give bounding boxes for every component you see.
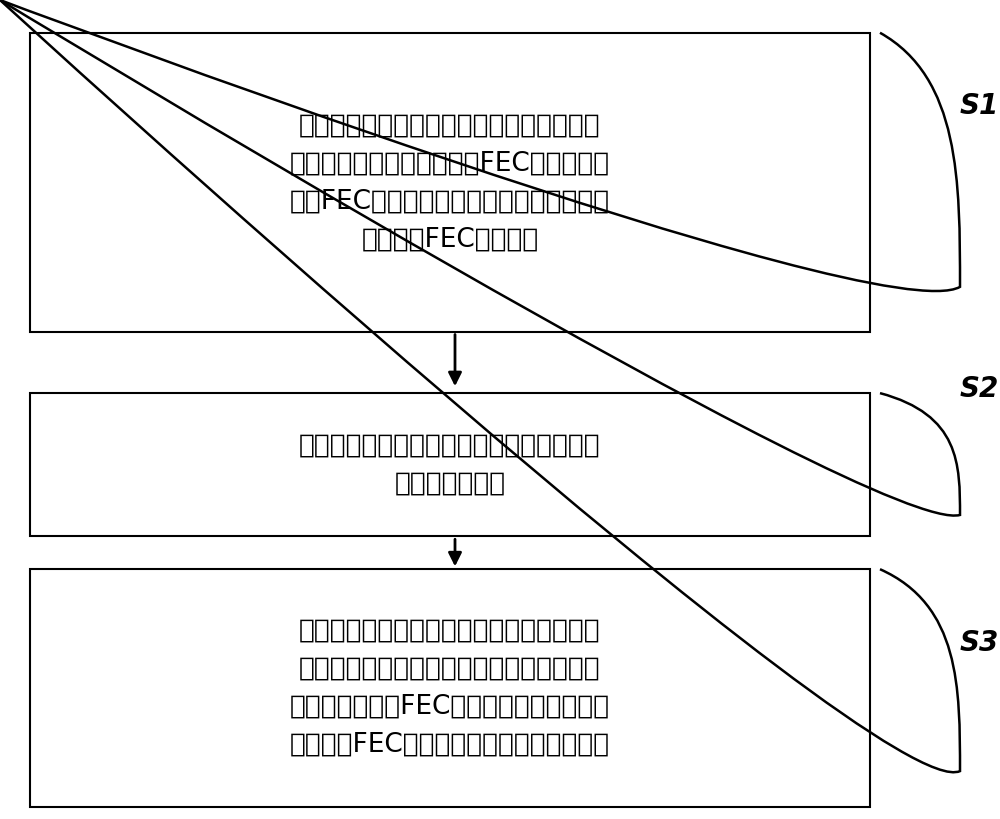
Text: 向接收端发送网络数据包，所述网络数据包
包括编码后的视频帧数据和FEC冗余数据，
所述FEC冗余数据根据网络丢包率确定有相
应的多组FEC冗余级别: 向接收端发送网络数据包，所述网络数据包 包括编码后的视频帧数据和FEC冗余数据，… <box>290 112 610 252</box>
FancyBboxPatch shape <box>30 33 870 332</box>
Text: S1: S1 <box>960 93 999 120</box>
Text: S2: S2 <box>960 375 999 403</box>
FancyBboxPatch shape <box>30 569 870 807</box>
Text: 接收所述接收端解析还原所述网络数据包后
发送的反馈数据: 接收所述接收端解析还原所述网络数据包后 发送的反馈数据 <box>299 432 601 497</box>
Text: 当所述反馈数据为丢包反馈数据时，根据所
述丢包反馈数据的当前丢包模型，从预设的
多组冗余级别的FEC冗余数据中重新选择相
应级别的FEC冗余数据，发送至所述接收: 当所述反馈数据为丢包反馈数据时，根据所 述丢包反馈数据的当前丢包模型，从预设的 … <box>290 618 610 758</box>
Text: S3: S3 <box>960 629 999 657</box>
FancyBboxPatch shape <box>30 393 870 536</box>
